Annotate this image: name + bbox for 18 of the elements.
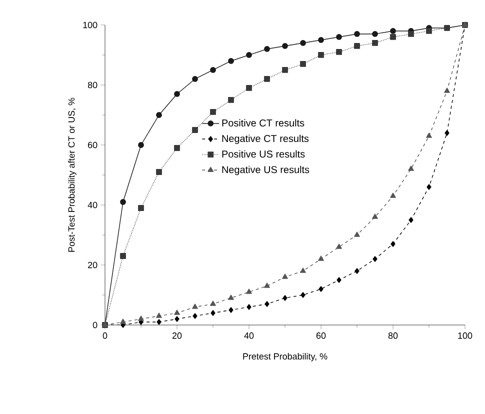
legend-label: Negative CT results [222,134,309,144]
x-tick-label: 100 [458,332,472,339]
legend-label: Positive CT results [222,119,304,126]
y-axis-title: Post-Test Probability after CT or US, % [68,98,76,252]
legend-label: Negative US results [222,166,310,176]
y-tick-label: 100 [83,22,98,28]
x-tick-label: 20 [172,332,182,339]
x-tick-label: 40 [244,332,254,339]
y-tick-label: 40 [88,202,98,208]
x-tick-label: 0 [102,332,108,339]
x-tick-label: 80 [388,332,398,339]
y-tick-label: 0 [92,322,98,328]
x-tick-label: 60 [316,332,326,339]
y-tick-label: 60 [88,142,98,148]
y-tick-label: 80 [88,82,98,88]
y-tick-label: 20 [88,262,98,268]
legend-label: Positive US results [222,150,305,158]
x-axis-title: Pretest Probability, % [243,352,328,362]
